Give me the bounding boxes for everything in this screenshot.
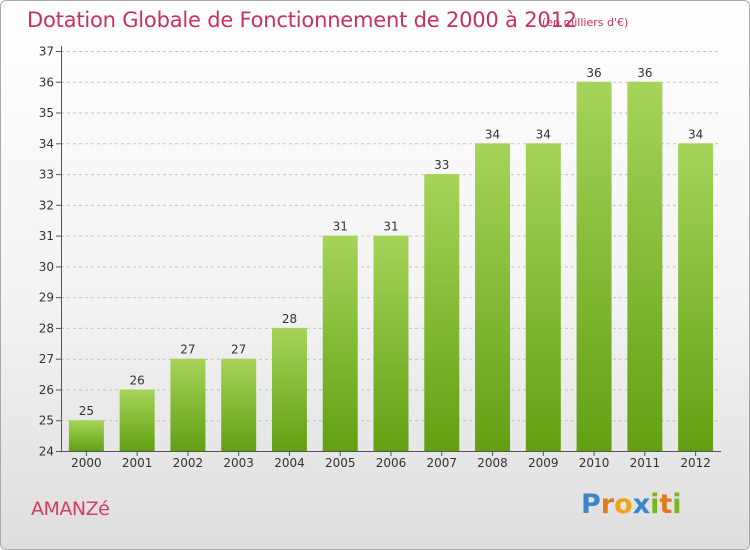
bar-value-label: 28 — [282, 312, 297, 326]
y-tick-label: 28 — [39, 321, 54, 335]
y-tick-label: 24 — [39, 445, 54, 459]
commune-name: AMANZé — [31, 498, 110, 520]
y-tick-label: 36 — [39, 75, 54, 89]
bar-value-label: 36 — [586, 66, 601, 80]
bar — [119, 389, 155, 451]
logo-letter: i — [672, 489, 682, 520]
y-tick-label: 34 — [39, 137, 54, 151]
chart-subtitle: (en milliers d'€) — [542, 16, 629, 29]
bar — [170, 358, 206, 451]
bar — [475, 143, 511, 452]
x-tick-label: 2011 — [630, 456, 661, 470]
axes — [56, 46, 721, 456]
logo-letter: x — [632, 489, 651, 520]
bar — [678, 143, 714, 452]
y-tick-label: 37 — [39, 45, 54, 59]
bar-value-label: 34 — [485, 127, 500, 141]
chart-title: Dotation Globale de Fonctionnement de 20… — [27, 8, 577, 32]
labels: 24 25 26 27 28 29 30 31 32 33 34 35 36 37 25 2000 26 2001… — [39, 45, 711, 471]
logo-letter: i — [650, 489, 660, 520]
x-tick-label: 2006 — [376, 456, 407, 470]
bar-value-label: 34 — [536, 127, 551, 141]
x-tick-label: 2012 — [680, 456, 711, 470]
y-tick-label: 30 — [39, 260, 54, 274]
logo-letter: r — [600, 489, 615, 520]
y-tick-label: 26 — [39, 383, 54, 397]
logo-letter: t — [659, 489, 673, 520]
bar-value-label: 26 — [130, 373, 145, 387]
bar — [525, 143, 561, 452]
bar-value-label: 31 — [383, 220, 398, 234]
bar-value-label: 34 — [688, 127, 703, 141]
y-tick-label: 32 — [39, 198, 54, 212]
bar-value-label: 27 — [231, 343, 246, 357]
x-tick-label: 2007 — [426, 456, 457, 470]
y-tick-label: 27 — [39, 352, 54, 366]
x-tick-label: 2003 — [223, 456, 254, 470]
bar-value-label: 27 — [180, 343, 195, 357]
bar — [271, 327, 307, 451]
bar — [221, 358, 257, 451]
x-tick-label: 2008 — [477, 456, 508, 470]
bar-value-label: 33 — [434, 158, 449, 172]
bar-value-label: 36 — [637, 66, 652, 80]
y-tick-label: 31 — [39, 229, 54, 243]
x-tick-label: 2010 — [579, 456, 610, 470]
y-tick-label: 33 — [39, 168, 54, 182]
x-tick-label: 2001 — [122, 456, 153, 470]
bar — [68, 420, 104, 451]
bar — [627, 81, 663, 452]
bar-value-label: 25 — [79, 404, 94, 418]
bar — [373, 235, 409, 451]
proxiti-logo[interactable]: Proxiti — [581, 489, 682, 520]
logo-letter: o — [614, 489, 633, 520]
y-tick-label: 29 — [39, 291, 54, 305]
bar-value-label: 31 — [333, 220, 348, 234]
bar — [322, 235, 358, 451]
y-tick-label: 25 — [39, 414, 54, 428]
x-tick-label: 2005 — [325, 456, 356, 470]
bar — [424, 174, 460, 452]
x-tick-label: 2002 — [173, 456, 204, 470]
y-tick-label: 35 — [39, 106, 54, 120]
x-tick-label: 2009 — [528, 456, 559, 470]
bar — [576, 81, 612, 452]
bars — [68, 81, 714, 452]
x-tick-label: 2000 — [71, 456, 102, 470]
x-tick-label: 2004 — [274, 456, 305, 470]
logo-letter: P — [581, 489, 601, 520]
